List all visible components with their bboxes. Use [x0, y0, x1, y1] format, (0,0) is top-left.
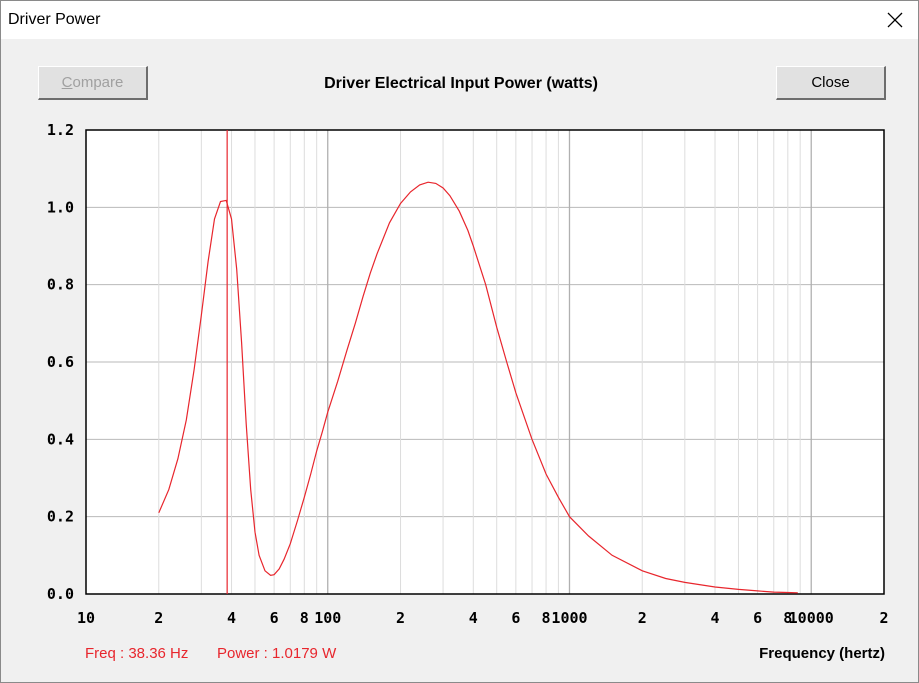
x-tick-label: 10000	[789, 609, 834, 627]
y-tick-label: 1.0	[47, 198, 74, 216]
x-tick-label: 2	[638, 609, 647, 627]
chart-title: Driver Electrical Input Power (watts)	[324, 75, 598, 92]
x-tick-label: 2	[879, 609, 888, 627]
y-tick-label: 1.2	[47, 121, 74, 139]
y-tick-label: 0.6	[47, 353, 74, 371]
x-tick-label: 100	[314, 609, 341, 627]
x-tick-label: 2	[154, 609, 163, 627]
y-tick-label: 0.2	[47, 508, 74, 526]
plot-frame	[85, 129, 885, 595]
x-tick-label: 4	[469, 609, 478, 627]
y-axis-ticks: 0.0 0.2 0.4 0.6 0.8 1.0 1.2	[47, 121, 74, 603]
x-tick-label: 4	[227, 609, 236, 627]
window-title: Driver Power	[8, 11, 101, 28]
freq-readout: Freq : 38.36 Hz	[85, 645, 189, 662]
x-tick-label: 4	[711, 609, 720, 627]
close-icon[interactable]	[872, 1, 918, 39]
x-tick-label: 1000	[551, 609, 587, 627]
x-tick-label: 2	[396, 609, 405, 627]
compare-label-accelerator: C	[61, 74, 73, 91]
x-tick-label: 6	[511, 609, 520, 627]
x-tick-label: 8	[300, 609, 309, 627]
x-tick-label: 8	[542, 609, 551, 627]
x-tick-label: 6	[270, 609, 279, 627]
y-tick-label: 0.4	[47, 430, 74, 448]
x-tick-label: 8	[783, 609, 792, 627]
close-x-glyph	[887, 12, 903, 28]
x-tick-label: 10	[77, 609, 95, 627]
x-axis-label: Frequency (hertz)	[759, 645, 885, 662]
power-readout: Power : 1.0179 W	[217, 645, 337, 662]
x-tick-label: 6	[753, 609, 762, 627]
compare-label: ompare	[72, 74, 124, 91]
y-tick-label: 0.8	[47, 276, 74, 294]
title-bar: Driver Power	[1, 1, 918, 39]
power-curve	[158, 181, 798, 594]
y-tick-label: 0.0	[47, 585, 74, 603]
close-button[interactable]: Close	[776, 66, 886, 100]
grid-lines	[86, 130, 884, 594]
